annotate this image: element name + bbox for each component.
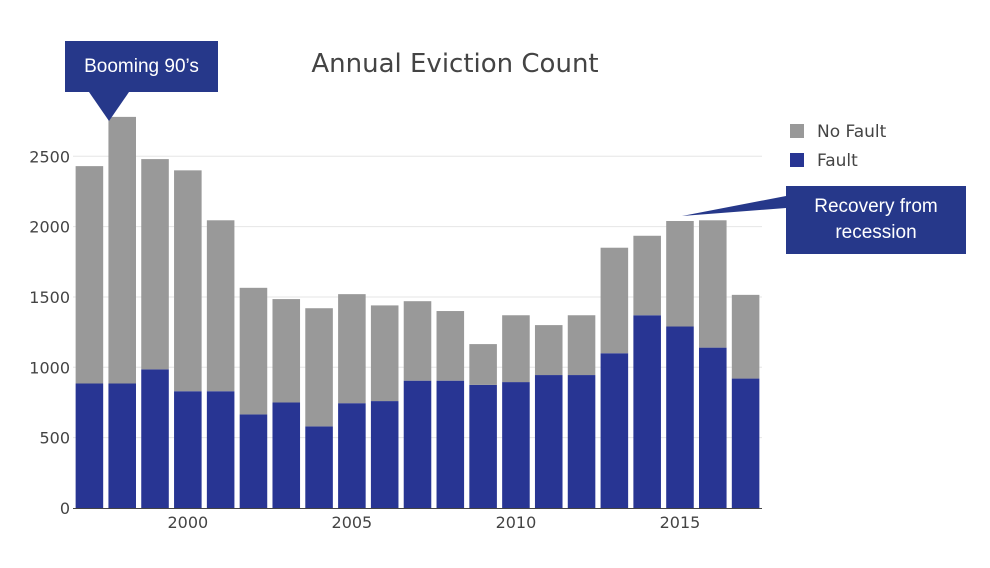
bar-fault — [141, 369, 169, 508]
legend: No Fault Fault — [790, 122, 887, 171]
bar-no-fault — [174, 170, 202, 392]
bar-fault — [534, 375, 563, 508]
legend-label: No Fault — [817, 122, 887, 142]
bar-no-fault — [75, 166, 104, 384]
bar-fault — [633, 315, 661, 508]
bar-no-fault — [370, 305, 399, 402]
bar-no-fault — [436, 311, 465, 381]
booming-callout-pointer — [89, 92, 129, 121]
bar-no-fault — [469, 344, 497, 385]
bar-fault — [403, 380, 432, 508]
bar-fault — [666, 326, 694, 508]
y-tick-label: 2500 — [29, 147, 70, 166]
bar-no-fault — [731, 294, 760, 379]
legend-label: Fault — [817, 151, 858, 171]
y-tick-label: 500 — [39, 429, 70, 448]
bar-no-fault — [567, 315, 596, 376]
bar-fault — [600, 353, 629, 508]
bar-fault — [370, 401, 399, 508]
bar-no-fault — [108, 116, 136, 384]
y-tick-label: 0 — [60, 499, 70, 518]
bar-fault — [239, 414, 268, 508]
y-tick-label: 1000 — [29, 358, 70, 377]
y-axis-ticks: 0 500 1000 1500 2000 2500 — [29, 147, 70, 518]
bar-no-fault — [502, 315, 530, 383]
bar-fault — [469, 384, 497, 508]
y-tick-label: 2000 — [29, 218, 70, 237]
y-tick-label: 1500 — [29, 288, 70, 307]
chart-title: Annual Eviction Count — [311, 49, 598, 79]
bar-no-fault — [666, 220, 694, 327]
recovery-callout: Recovery from recession — [786, 186, 966, 254]
booming-callout-text: Booming 90’s — [84, 55, 199, 77]
bar-fault — [338, 403, 366, 508]
bar-fault — [206, 391, 235, 508]
booming-callout: Booming 90’s — [65, 41, 218, 92]
bar-fault — [567, 375, 596, 508]
bar-fault — [699, 347, 727, 508]
bar-fault — [272, 402, 301, 508]
bar-fault — [75, 383, 104, 508]
bar-fault — [502, 382, 530, 508]
recovery-callout-line2: recession — [835, 222, 917, 243]
x-tick-label: 2000 — [167, 513, 208, 532]
x-tick-label: 2015 — [660, 513, 701, 532]
bar-fault — [108, 383, 136, 508]
bar-no-fault — [600, 247, 629, 354]
recovery-callout-pointer — [682, 196, 786, 216]
bar-no-fault — [239, 287, 268, 415]
bar-fault — [436, 380, 465, 508]
bar-no-fault — [272, 299, 301, 403]
bar-no-fault — [633, 235, 661, 316]
legend-swatch — [790, 124, 804, 138]
recovery-callout-line1: Recovery from — [814, 196, 938, 217]
bar-fault — [174, 391, 202, 508]
bar-no-fault — [699, 220, 727, 348]
bar-fault — [305, 426, 333, 508]
bar-fault — [731, 378, 760, 508]
bar-no-fault — [305, 308, 333, 427]
bar-no-fault — [141, 159, 169, 370]
bar-no-fault — [338, 294, 366, 404]
x-axis-ticks: 2000 2005 2010 2015 — [167, 513, 700, 532]
bars — [75, 116, 760, 508]
bar-no-fault — [403, 301, 432, 381]
bar-no-fault — [534, 325, 563, 376]
x-tick-label: 2010 — [496, 513, 537, 532]
legend-swatch — [790, 153, 804, 167]
bar-no-fault — [206, 220, 235, 392]
x-tick-label: 2005 — [332, 513, 373, 532]
